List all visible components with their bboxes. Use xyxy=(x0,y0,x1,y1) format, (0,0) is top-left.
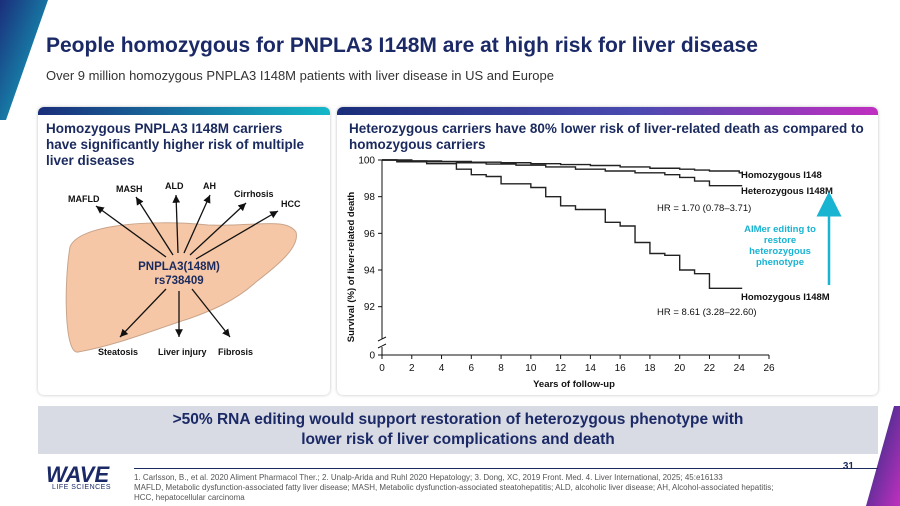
editing-note-line4: phenotype xyxy=(756,257,804,268)
banner-line-1: >50% RNA editing would support restorati… xyxy=(172,411,744,428)
y-tick-label: 0 xyxy=(369,351,375,362)
logo-subtitle: LIFE SCIENCES xyxy=(52,484,112,491)
arrow-hcc xyxy=(195,210,279,260)
series-line-0 xyxy=(382,159,743,174)
wave-logo: WAVE xyxy=(46,462,110,487)
panel-accent-bar xyxy=(337,107,878,115)
arrow-ald xyxy=(172,194,181,254)
x-tick-label: 20 xyxy=(674,363,686,374)
liver-disease-panel: Homozygous PNPLA3 I148M carriers have si… xyxy=(38,107,330,395)
footer-divider xyxy=(134,468,878,469)
legend-heterozygous-i148m: Heterozygous I148M xyxy=(741,186,833,197)
logo-text: WAVE xyxy=(46,462,110,487)
x-tick-label: 8 xyxy=(498,363,504,374)
x-tick-label: 4 xyxy=(439,363,445,374)
page-subtitle: Over 9 million homozygous PNPLA3 I148M p… xyxy=(46,68,554,83)
legend-homozygous-i148m: Homozygous I148M xyxy=(741,292,830,303)
footnotes: 1. Carlsson, B., et al. 2020 Aliment Pha… xyxy=(134,473,854,503)
y-axis-break-mark xyxy=(377,343,387,349)
arrow-mafld xyxy=(95,205,167,258)
x-tick-label: 12 xyxy=(555,363,567,374)
x-tick-label: 18 xyxy=(644,363,656,374)
label-ald: ALD xyxy=(165,181,184,191)
panel-accent-bar xyxy=(38,107,330,115)
footnote-abbreviations-cont: HCC, hepatocellular carcinoma xyxy=(134,493,245,502)
variant-label: rs738409 xyxy=(154,275,203,287)
left-panel-title: Homozygous PNPLA3 I148M carriers have si… xyxy=(46,121,305,168)
x-tick-label: 0 xyxy=(379,363,385,374)
liver-diagram: MAFLD MASH ALD AH Cirrhosis HCC PNPLA3(1… xyxy=(65,181,301,357)
label-ah: AH xyxy=(203,181,216,191)
legend-homozygous-i148: Homozygous I148 xyxy=(741,170,822,181)
y-tick-label: 94 xyxy=(364,266,376,277)
y-axis-break-mark xyxy=(377,336,387,342)
right-panel-title: Heterozygous carriers have 80% lower ris… xyxy=(349,121,864,152)
y-tick-label: 100 xyxy=(358,156,375,167)
x-tick-label: 2 xyxy=(409,363,415,374)
x-tick-label: 6 xyxy=(469,363,475,374)
series-line-1 xyxy=(382,159,743,187)
editing-note-line3: heterozygous xyxy=(749,246,811,257)
label-mash: MASH xyxy=(116,184,143,194)
y-tick-label: 96 xyxy=(364,229,376,240)
label-fibrosis: Fibrosis xyxy=(218,347,253,357)
liver-shape xyxy=(65,222,297,353)
arrow-cirrhosis xyxy=(189,202,247,256)
y-tick-label: 98 xyxy=(364,192,376,203)
banner-line-2: lower risk of liver complications and de… xyxy=(301,431,615,448)
corner-accent-bottom-right xyxy=(866,406,900,506)
y-tick-label: 92 xyxy=(364,302,376,313)
gene-label: PNPLA3(148M) xyxy=(138,261,220,273)
x-tick-label: 22 xyxy=(704,363,716,374)
x-axis-title: Years of follow-up xyxy=(533,379,615,390)
x-tick-label: 16 xyxy=(615,363,627,374)
footnote-references: 1. Carlsson, B., et al. 2020 Aliment Pha… xyxy=(134,473,723,482)
arrow-fibrosis xyxy=(191,288,231,338)
x-tick-label: 24 xyxy=(734,363,746,374)
x-tick-label: 26 xyxy=(763,363,775,374)
conclusion-banner: >50% RNA editing would support restorati… xyxy=(38,406,878,454)
y-axis-title: Survival (%) of liver-related death xyxy=(346,192,357,343)
label-steatosis: Steatosis xyxy=(98,347,138,357)
label-liver-injury: Liver injury xyxy=(158,347,207,357)
hr-heterozygous: HR = 1.70 (0.78–3.71) xyxy=(657,203,751,214)
series-line-2 xyxy=(382,159,743,290)
survival-panel: Heterozygous carriers have 80% lower ris… xyxy=(337,107,878,395)
page-title: People homozygous for PNPLA3 I148M are a… xyxy=(46,34,758,57)
label-hcc: HCC xyxy=(281,199,301,209)
arrow-steatosis xyxy=(119,288,167,338)
hr-homozygous: HR = 8.61 (3.28–22.60) xyxy=(657,307,757,318)
x-tick-label: 14 xyxy=(585,363,597,374)
label-mafld: MAFLD xyxy=(68,194,100,204)
arrow-ah xyxy=(183,194,211,254)
editing-note-line2: restore xyxy=(764,235,796,246)
editing-note-line1: AIMer editing to xyxy=(744,224,816,235)
corner-accent-top-left xyxy=(0,0,48,120)
arrow-mash xyxy=(135,196,174,256)
page-number: 31 xyxy=(842,461,854,472)
label-cirrhosis: Cirrhosis xyxy=(234,189,274,199)
footnote-abbreviations: MAFLD, Metabolic dysfunction-associated … xyxy=(134,483,774,492)
x-tick-label: 10 xyxy=(525,363,537,374)
